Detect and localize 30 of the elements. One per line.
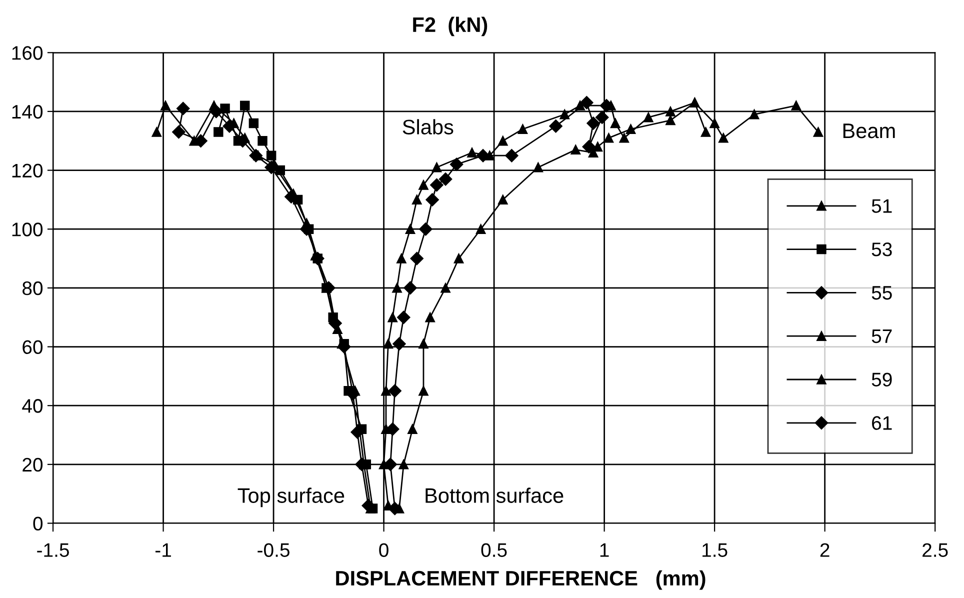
y-tick-label: 100 — [12, 222, 43, 236]
y-tick-label: 60 — [22, 340, 43, 354]
y-tick-label: 160 — [12, 46, 43, 60]
y-tick-label: 40 — [22, 399, 43, 413]
annotation: Top surface — [238, 488, 344, 508]
annotation: Bottom surface — [426, 488, 564, 503]
x-tick-label: 0 — [379, 543, 388, 557]
y-tick-label: 120 — [12, 164, 43, 178]
y-tick-label: 20 — [22, 458, 43, 472]
y-axis-title: F2 (kN) — [413, 16, 488, 36]
legend-label: 59 — [872, 372, 892, 386]
x-tick-label: 0.5 — [481, 543, 507, 557]
x-tick-label: 2 — [820, 543, 830, 557]
x-axis-title: DISPLACEMENT DIFFERENCE (mm) — [336, 570, 706, 590]
y-tick-label: 140 — [12, 104, 43, 119]
legend-label: 55 — [872, 286, 892, 300]
y-tick-label: 80 — [22, 281, 43, 296]
legend-label: 57 — [872, 330, 892, 344]
x-tick-label: -0.5 — [258, 543, 290, 557]
annotation: Beam — [843, 124, 895, 138]
legend-label: 53 — [872, 242, 892, 256]
legend-label: 51 — [872, 199, 892, 213]
x-tick-label: 2.5 — [922, 543, 948, 557]
x-tick-label: -1 — [155, 543, 171, 557]
y-tick-label: 0 — [33, 516, 43, 530]
annotation: Slabs — [402, 119, 454, 134]
x-tick-label: 1.5 — [702, 543, 728, 557]
legend-label: 61 — [872, 416, 892, 430]
x-tick-label: -1.5 — [37, 543, 69, 557]
x-tick-label: 1 — [600, 543, 609, 557]
